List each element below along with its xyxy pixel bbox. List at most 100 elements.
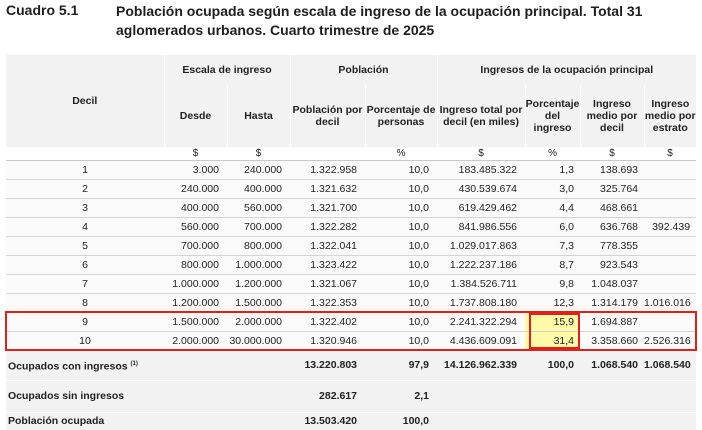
value-cell: 2.000.000 xyxy=(164,331,227,351)
value-cell: 1.200.000 xyxy=(227,274,291,294)
value-cell xyxy=(644,255,697,275)
group-escala: Escala de ingreso xyxy=(164,55,291,85)
table-row: 6 800.000 1.000.000 1.323.422 10,0 1.222.237.… xyxy=(6,255,697,275)
value-cell: 1.048.037 xyxy=(580,274,645,294)
value-cell: 10,0 xyxy=(365,331,438,351)
table-row: 8 1.200.000 1.500.000 1.322.353 10,0 1.737.80… xyxy=(6,293,697,313)
group-poblacion: Población xyxy=(290,55,438,85)
value-cell: 778.355 xyxy=(580,236,645,256)
decil-cell: 1 xyxy=(6,160,164,180)
value-cell: 4,4 xyxy=(525,198,581,218)
total-row-poblacion: Población ocupada 13.503.420 100,0 xyxy=(6,412,697,430)
table-number: Cuadro 5.1 xyxy=(6,2,79,18)
col-pct-ingreso: Porcentaje del ingreso xyxy=(525,85,581,147)
value-cell: 1,3 xyxy=(525,160,581,180)
table-row: 7 1.000.000 1.200.000 1.321.067 10,0 1.384.52… xyxy=(6,274,697,294)
col-ing-medio-decil: Ingreso medio por decil xyxy=(580,85,645,147)
total-row-sin-ingresos: Ocupados sin ingresos 282.617 2,1 xyxy=(6,380,697,413)
decil-cell: 8 xyxy=(6,293,164,313)
value-cell: 7,3 xyxy=(525,236,581,256)
total-cell: 13.220.803 xyxy=(290,350,366,381)
table-row: 9 1.500.000 2.000.000 1.322.402 10,0 2.241.32… xyxy=(6,312,697,332)
value-cell: 1.222.237.186 xyxy=(437,255,526,275)
value-cell: 400.000 xyxy=(164,198,227,218)
value-cell: 800.000 xyxy=(164,255,227,275)
value-cell: 1.320.946 xyxy=(290,331,366,351)
decil-cell: 10 xyxy=(6,331,164,351)
group-ingresos: Ingresos de la ocupación principal xyxy=(480,64,654,76)
col-pob-decil: Población por decil xyxy=(290,85,366,147)
value-cell: 2.526.316 xyxy=(644,331,697,351)
total-cell: 14.126.962.339 xyxy=(437,350,526,381)
value-cell: 1.384.526.711 xyxy=(437,274,526,294)
table-row: 10 2.000.000 30.000.000 1.320.946 10,0 4.436.… xyxy=(6,331,697,351)
value-cell: 31,4 xyxy=(525,331,581,351)
value-cell: 2.241.322.294 xyxy=(437,312,526,332)
value-cell: 700.000 xyxy=(227,217,291,237)
value-cell: 800.000 xyxy=(227,236,291,256)
col-pct-personas: Porcentaje de personas xyxy=(365,85,438,147)
unit-cell: $ xyxy=(437,147,526,161)
value-cell: 10,0 xyxy=(365,255,438,275)
value-cell: 1.321.632 xyxy=(290,179,366,199)
value-cell: 1.500.000 xyxy=(227,293,291,313)
value-cell xyxy=(644,160,697,180)
footnote-marker: (1) xyxy=(130,360,138,367)
value-cell: 10,0 xyxy=(365,198,438,218)
value-cell xyxy=(644,179,697,199)
total-cell: 1.068.540 xyxy=(644,350,697,381)
value-cell: 619.429.462 xyxy=(437,198,526,218)
value-cell: 30.000.000 xyxy=(227,331,291,351)
total-cell: 13.503.420 xyxy=(290,412,366,430)
unit-cell: $ xyxy=(227,147,291,161)
value-cell xyxy=(644,312,697,332)
decil-cell: 9 xyxy=(6,312,164,332)
value-cell: 3.000 xyxy=(164,160,227,180)
value-cell: 10,0 xyxy=(365,160,438,180)
value-cell: 1.321.067 xyxy=(290,274,366,294)
total-label: Ocupados con ingresos xyxy=(8,360,128,373)
value-cell: 1.322.282 xyxy=(290,217,366,237)
value-cell: 183.485.322 xyxy=(437,160,526,180)
value-cell: 10,0 xyxy=(365,274,438,294)
table-title: Población ocupada según escala de ingres… xyxy=(116,3,643,38)
value-cell: 240.000 xyxy=(227,160,291,180)
total-cell: 97,9 xyxy=(365,350,438,381)
value-cell: 10,0 xyxy=(365,217,438,237)
value-cell: 1.323.422 xyxy=(290,255,366,275)
value-cell: 1.500.000 xyxy=(164,312,227,332)
value-cell: 3.358.660 xyxy=(580,331,645,351)
value-cell: 3,0 xyxy=(525,179,581,199)
decil-cell: 2 xyxy=(6,179,164,199)
value-cell: 15,9 xyxy=(525,312,581,332)
value-cell: 1.322.041 xyxy=(290,236,366,256)
value-cell: 6,0 xyxy=(525,217,581,237)
value-cell: 8,7 xyxy=(525,255,581,275)
table-row: 1 3.000 240.000 1.322.958 10,0 183.485.322 1,3… xyxy=(6,160,697,180)
income-table: Decil Escala de ingreso Población Ingres… xyxy=(6,55,697,430)
unit-cell: % xyxy=(525,147,581,161)
units-row: $ $ % $ % $ $ xyxy=(6,147,697,161)
decil-cell: 3 xyxy=(6,198,164,218)
decil-cell: 5 xyxy=(6,236,164,256)
value-cell: 12,3 xyxy=(525,293,581,313)
col-hasta: Hasta xyxy=(227,85,291,147)
value-cell: 700.000 xyxy=(164,236,227,256)
value-cell: 923.543 xyxy=(580,255,645,275)
unit-cell: $ xyxy=(164,147,227,161)
decil-cell: 7 xyxy=(6,274,164,294)
table-row: 4 560.000 700.000 1.322.282 10,0 841.986.556 6… xyxy=(6,217,697,237)
total-cell: 2,1 xyxy=(365,380,438,413)
value-cell: 1.737.808.180 xyxy=(437,293,526,313)
value-cell: 468.661 xyxy=(580,198,645,218)
value-cell: 1.322.958 xyxy=(290,160,366,180)
value-cell: 1.000.000 xyxy=(164,274,227,294)
value-cell: 1.321.700 xyxy=(290,198,366,218)
unit-cell xyxy=(290,147,366,161)
value-cell: 400.000 xyxy=(227,179,291,199)
total-cell: 100,0 xyxy=(365,412,438,430)
total-label: Población ocupada xyxy=(6,412,164,430)
value-cell: 10,0 xyxy=(365,236,438,256)
value-cell: 138.693 xyxy=(580,160,645,180)
value-cell: 1.200.000 xyxy=(164,293,227,313)
